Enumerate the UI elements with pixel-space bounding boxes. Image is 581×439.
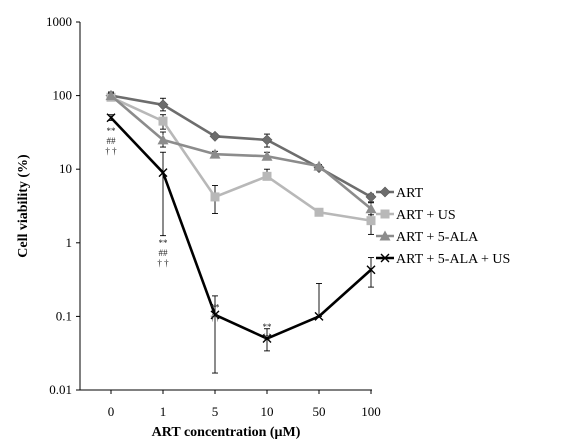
data-point	[261, 134, 273, 146]
data-point	[365, 191, 377, 203]
data-point	[262, 334, 272, 344]
significance-annotation: ††	[211, 313, 221, 323]
x-axis-title: ART concentration (μM)	[152, 425, 301, 439]
y-tick-label: 10	[59, 161, 72, 176]
significance-annotation: **	[263, 322, 273, 332]
data-point	[157, 134, 169, 145]
series-line-art-us	[110, 96, 372, 222]
x-tick-label: 5	[212, 404, 219, 419]
data-point	[366, 265, 376, 275]
series-line-art-5-ala	[110, 94, 372, 210]
data-point	[209, 148, 221, 159]
legend-marker	[379, 186, 391, 198]
data-point	[366, 216, 376, 226]
significance-annotation: **	[211, 303, 221, 313]
data-point	[314, 311, 324, 321]
data-point	[157, 99, 169, 111]
x-tick-label: 100	[361, 404, 381, 419]
significance-annotation: **	[159, 238, 169, 248]
data-point	[158, 116, 168, 126]
y-tick-label: 1	[66, 235, 73, 250]
data-point	[262, 171, 272, 181]
x-tick-label: 10	[261, 404, 274, 419]
data-point	[314, 207, 324, 217]
series-line-art-5-ala-us	[110, 116, 372, 340]
significance-annotation: † †	[157, 258, 169, 268]
legend-marker	[380, 209, 390, 219]
data-point	[158, 168, 168, 178]
significance-annotation: ##	[159, 248, 169, 258]
data-point	[106, 113, 116, 123]
data-point	[261, 150, 273, 161]
legend-label: ART	[396, 186, 424, 201]
legend-label: ART + 5-ALA + US	[396, 252, 510, 267]
y-tick-label: 100	[53, 88, 73, 103]
data-point	[365, 203, 377, 214]
data-point	[313, 160, 325, 171]
x-tick-label: 0	[108, 404, 115, 419]
data-point	[209, 130, 221, 142]
data-point	[210, 310, 220, 320]
significance-annotation: ##	[107, 136, 117, 146]
legend-marker	[380, 253, 390, 263]
x-tick-label: 1	[160, 404, 167, 419]
y-axis-title: Cell viability (%)	[16, 154, 31, 258]
y-tick-label: 1000	[46, 14, 72, 29]
legend-label: ART + US	[396, 208, 456, 223]
legend-label: ART + 5-ALA	[396, 230, 479, 245]
data-point	[210, 192, 220, 202]
significance-annotation: ††	[263, 332, 273, 342]
y-tick-label: 0.01	[49, 382, 72, 397]
legend-marker	[379, 230, 391, 241]
y-tick-label: 0.1	[56, 308, 72, 323]
data-point	[105, 90, 117, 101]
series-line-art	[110, 94, 372, 199]
significance-annotation: **	[107, 126, 117, 136]
x-tick-label: 50	[313, 404, 326, 419]
significance-annotation: † †	[105, 146, 117, 156]
